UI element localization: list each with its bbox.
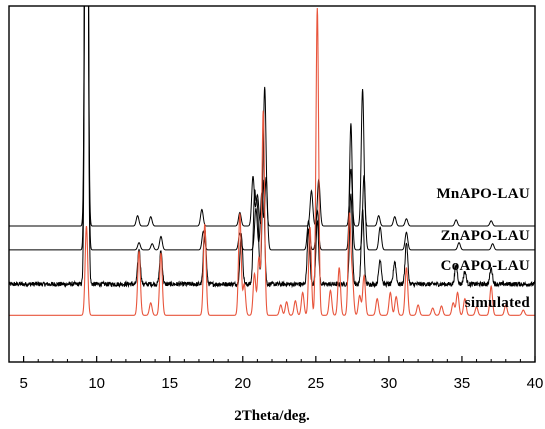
x-axis: 5 10 15 20 25 30 35 40 bbox=[19, 356, 543, 392]
x-tick-label: 15 bbox=[161, 375, 178, 392]
series-labels: MnAPO-LAU ZnAPO-LAU CoAPO-LAU simulated bbox=[436, 186, 530, 311]
series-line-coapo-lau bbox=[9, 6, 535, 289]
series-line-znapo-lau bbox=[9, 6, 535, 251]
series-line-mnapo-lau bbox=[9, 6, 535, 227]
x-tick-label: 25 bbox=[307, 375, 324, 392]
x-tick-label: 30 bbox=[381, 375, 398, 392]
series-line-simulated bbox=[9, 8, 535, 316]
x-tick-label: 20 bbox=[234, 375, 251, 392]
x-tick-label: 10 bbox=[88, 375, 105, 392]
x-tick-label: 5 bbox=[19, 375, 27, 392]
series-label-mnapo-lau: MnAPO-LAU bbox=[436, 186, 530, 202]
series-label-znapo-lau: ZnAPO-LAU bbox=[441, 228, 530, 244]
series-label-coapo-lau: CoAPO-LAU bbox=[441, 258, 530, 274]
x-tick-label: 40 bbox=[527, 375, 544, 392]
series-label-simulated: simulated bbox=[465, 295, 531, 311]
series-layer bbox=[9, 6, 535, 316]
plot-frame bbox=[8, 5, 536, 363]
x-axis-title: 2Theta/deg. bbox=[234, 408, 310, 424]
x-tick-label: 35 bbox=[454, 375, 471, 392]
